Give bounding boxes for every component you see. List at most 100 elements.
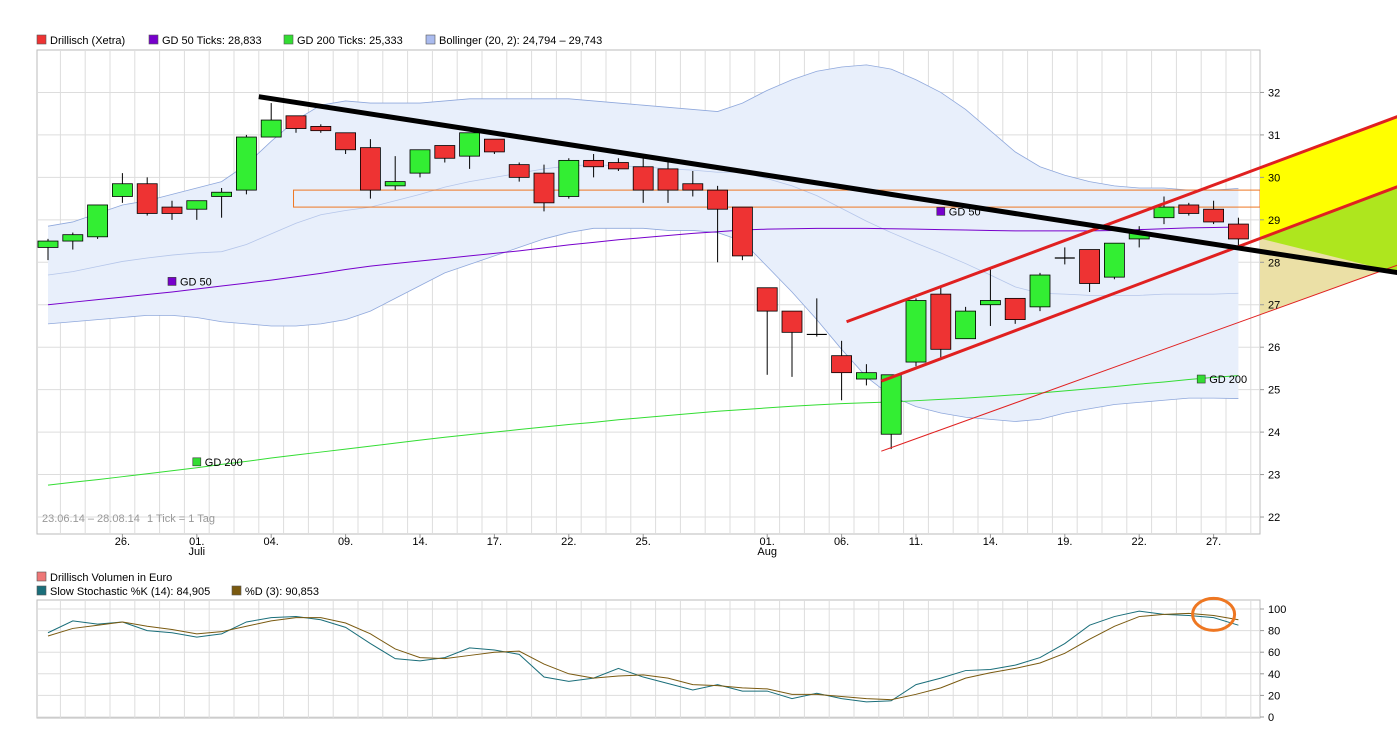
candle-body	[583, 159, 604, 168]
candle	[707, 185, 728, 263]
ma-annotation: GD 50	[936, 206, 981, 218]
candle	[1178, 202, 1200, 216]
channel-fill-green	[1260, 186, 1397, 273]
stoch-k-line	[47, 610, 1239, 703]
candle	[136, 177, 158, 216]
candle	[359, 139, 381, 199]
ma-annotation-label: GD 200	[205, 457, 243, 469]
gd200-line	[47, 375, 1239, 486]
candle-body	[483, 138, 505, 153]
candle	[831, 340, 852, 401]
candle-body	[359, 147, 381, 191]
candle	[211, 187, 233, 218]
indicator-legend: Drillisch Volumen in Euro Slow Stochasti…	[36, 571, 319, 598]
legend-gd50: GD 50 Ticks: 28,833	[162, 35, 262, 47]
x-tick-label: 17.	[487, 536, 502, 548]
candle-body	[161, 206, 183, 214]
candle-body	[1104, 242, 1125, 278]
candle	[856, 364, 877, 386]
candle	[682, 171, 704, 197]
candle	[533, 164, 555, 212]
candle-body	[682, 183, 704, 191]
candle-body	[335, 132, 357, 151]
candle	[980, 268, 1001, 326]
candle-body	[533, 172, 555, 204]
candle	[732, 206, 753, 261]
x-tick-label: 11.	[909, 536, 923, 548]
legend-swatch-gd50	[148, 34, 159, 45]
legend-volume: Drillisch Volumen in Euro	[50, 572, 172, 584]
bollinger-lower-line	[47, 227, 1239, 422]
channel-fill-upper	[1260, 116, 1397, 239]
y-tick-label: 30	[1268, 172, 1280, 184]
candle	[1054, 247, 1075, 265]
candle-body	[558, 159, 580, 197]
y-tick-label: 24	[1268, 427, 1280, 439]
legend-stoch-k: Slow Stochastic %K (14): 84,905	[50, 586, 210, 598]
stoch-d-line	[47, 612, 1239, 701]
y-tick-label: 23	[1268, 470, 1280, 482]
ma-annotation-marker	[167, 277, 177, 286]
gd50-line	[47, 226, 1239, 306]
candle	[558, 158, 580, 199]
candle-body	[62, 234, 84, 242]
candle	[235, 134, 257, 195]
candle	[310, 124, 332, 133]
candle	[409, 149, 431, 178]
candle-body	[384, 181, 406, 187]
candle	[508, 162, 530, 182]
candle	[608, 158, 629, 171]
tick-info-label: 1 Tick = 1 Tag	[147, 513, 215, 525]
candle	[756, 287, 778, 375]
y-tick-label: 26	[1268, 342, 1280, 354]
month-label: Juli	[189, 546, 206, 558]
legend-drillisch: Drillisch (Xetra)	[50, 35, 125, 47]
x-tick-label: 27.	[1206, 536, 1221, 548]
candle	[880, 374, 902, 450]
stochastic-chart: 0 20 40 60 80 100	[36, 596, 1286, 724]
x-tick-label: 01.	[760, 536, 775, 548]
y-tick-label: 31	[1268, 130, 1280, 142]
stoch-highlight-circle	[1191, 596, 1237, 632]
stoch-lines	[47, 596, 1239, 703]
candle	[1104, 242, 1125, 280]
stoch-y-axis: 0 20 40 60 80 100	[1260, 604, 1286, 724]
candle-body	[508, 164, 530, 178]
price-x-axis: 26. 01. 04. 09. 14. 17. 22. 25. 01. 06. 11. 14. 19. 2…	[115, 534, 1221, 558]
candle	[87, 204, 108, 239]
candle	[806, 298, 827, 337]
y-tick-label: 32	[1268, 87, 1280, 99]
candle-body	[1079, 249, 1100, 284]
x-tick-label: 09.	[338, 536, 353, 548]
candle-body	[260, 119, 282, 138]
stoch-plot-frame	[36, 599, 1261, 719]
price-y-axis: 22 23 24 25 26 27 28 29 30 31 32	[1260, 87, 1280, 524]
candle-body	[831, 355, 852, 374]
x-tick-label: 14.	[412, 536, 427, 548]
candle	[483, 138, 505, 155]
candle	[285, 115, 307, 133]
candle-body	[756, 287, 778, 312]
candle-body	[980, 300, 1001, 306]
candle-body	[1029, 274, 1051, 308]
downtrend-line	[258, 94, 1397, 276]
candle-body	[1203, 208, 1224, 223]
candle-body	[632, 166, 654, 191]
ma-annotation-marker	[192, 457, 202, 467]
y-tick-label: 0	[1268, 712, 1274, 724]
candle	[459, 132, 481, 169]
y-tick-label: 27	[1268, 300, 1280, 312]
candle	[1079, 249, 1100, 292]
ma-annotation-label: GD 50	[180, 276, 212, 288]
stoch-grid	[37, 600, 1260, 718]
y-tick-label: 25	[1268, 385, 1280, 397]
candle	[781, 310, 803, 377]
legend-bollinger: Bollinger (20, 2): 24,794 – 29,743	[439, 35, 602, 47]
y-tick-label: 22	[1268, 512, 1280, 524]
candle	[112, 173, 133, 203]
candle-body	[285, 115, 307, 129]
candle	[37, 238, 59, 261]
y-tick-label: 60	[1268, 647, 1280, 659]
price-chart: GD 50 GD 200 GD 50 GD 200 22 23 24 25 26 27 28 29 3…	[36, 49, 1397, 558]
